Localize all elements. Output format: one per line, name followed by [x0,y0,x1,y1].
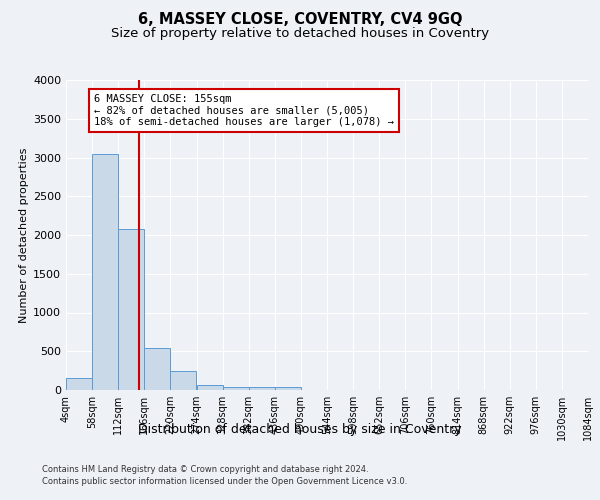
Bar [118,229,144,390]
Bar [145,348,170,390]
Y-axis label: Number of detached properties: Number of detached properties [19,148,29,322]
Bar [197,385,223,390]
Text: 6 MASSEY CLOSE: 155sqm
← 82% of detached houses are smaller (5,005)
18% of semi-: 6 MASSEY CLOSE: 155sqm ← 82% of detached… [94,94,394,127]
Text: 6, MASSEY CLOSE, COVENTRY, CV4 9GQ: 6, MASSEY CLOSE, COVENTRY, CV4 9GQ [138,12,462,28]
Bar [275,388,301,390]
Text: Distribution of detached houses by size in Coventry: Distribution of detached houses by size … [138,422,462,436]
Text: Contains public sector information licensed under the Open Government Licence v3: Contains public sector information licen… [42,477,407,486]
Text: Contains HM Land Registry data © Crown copyright and database right 2024.: Contains HM Land Registry data © Crown c… [42,466,368,474]
Bar [66,378,92,390]
Bar [223,388,249,390]
Text: Size of property relative to detached houses in Coventry: Size of property relative to detached ho… [111,28,489,40]
Bar [249,388,275,390]
Bar [92,154,118,390]
Bar [170,372,196,390]
